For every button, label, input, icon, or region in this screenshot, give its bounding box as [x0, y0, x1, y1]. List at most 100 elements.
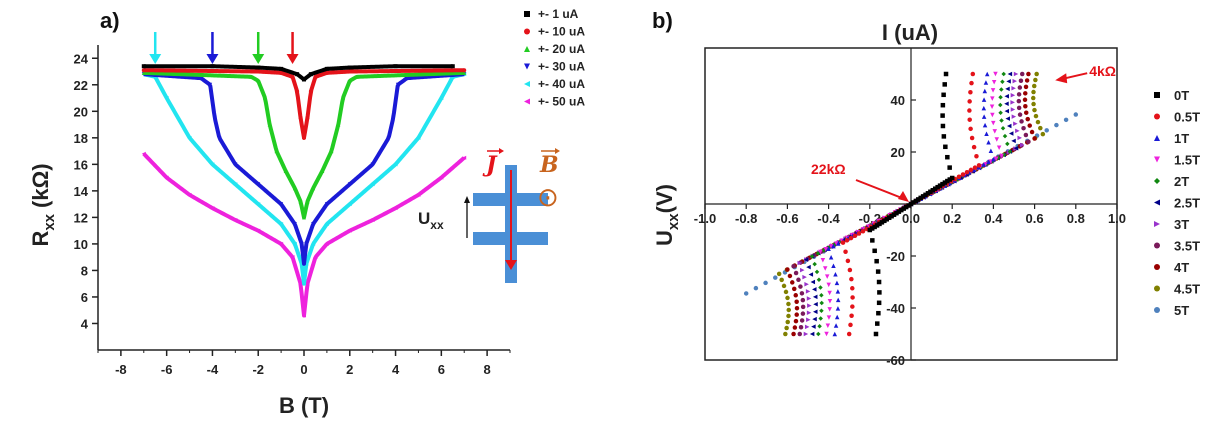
- data-point: [785, 267, 790, 272]
- data-point: [776, 271, 782, 277]
- data-point: [834, 314, 840, 320]
- data-point: [1022, 97, 1028, 103]
- data-point: [814, 269, 820, 275]
- x-tick-label: 2: [346, 362, 353, 377]
- data-point: [793, 270, 799, 276]
- data-point: [187, 192, 192, 197]
- legend-label: 0T: [1174, 88, 1189, 103]
- data-point: [1054, 122, 1059, 128]
- data-point: [827, 307, 832, 312]
- x-tick-label: -4: [207, 362, 219, 377]
- data-point: [799, 291, 805, 296]
- data-point: [981, 114, 987, 119]
- data-point: [298, 281, 303, 286]
- data-point: [199, 76, 203, 81]
- data-point: [875, 321, 880, 326]
- legend-label: +- 30 uA: [538, 60, 585, 74]
- legend-label: 1.5T: [1174, 153, 1200, 168]
- data-point: [311, 241, 316, 246]
- data-point: [804, 324, 810, 330]
- data-point: [763, 280, 768, 286]
- data-point: [279, 241, 284, 246]
- data-point: [164, 96, 169, 101]
- data-point: [141, 151, 146, 156]
- data-point: [305, 281, 310, 286]
- data-point: [305, 199, 310, 204]
- data-point: [848, 235, 854, 241]
- data-point: [233, 218, 238, 223]
- data-point: [799, 318, 805, 323]
- series-line: [143, 72, 465, 266]
- data-point: [416, 135, 421, 140]
- data-point: [1013, 71, 1019, 77]
- data-point: [928, 189, 933, 195]
- data-point: [996, 145, 1002, 151]
- data-point: [834, 241, 839, 246]
- data-point: [1007, 149, 1013, 154]
- legend-item: +- 20 uA: [524, 42, 585, 56]
- data-point: [256, 182, 261, 187]
- data-point: [1013, 146, 1019, 151]
- data-point: [1002, 133, 1008, 139]
- data-point: [906, 203, 911, 208]
- data-point: [923, 192, 928, 198]
- data-point: [347, 65, 352, 70]
- data-point: [994, 137, 1000, 142]
- y-tick-label: 10: [74, 237, 88, 252]
- data-point: [1010, 93, 1016, 98]
- y-tick-label: -20: [886, 249, 905, 264]
- data-point: [290, 74, 295, 79]
- series--1-ua: [141, 64, 455, 82]
- data-point: [835, 297, 841, 303]
- data-point: [210, 162, 215, 167]
- data-point: [993, 71, 998, 77]
- data-point: [320, 168, 325, 173]
- data-point: [826, 282, 831, 288]
- data-point: [141, 70, 146, 75]
- data-point: [994, 156, 999, 162]
- data-point: [990, 88, 996, 93]
- data-point: [911, 200, 916, 205]
- series--50-ua: [141, 151, 467, 318]
- data-point: [1035, 119, 1041, 125]
- data-point: [1005, 116, 1010, 121]
- y-tick-label: 40: [891, 93, 905, 108]
- legend-marker: [1154, 92, 1160, 98]
- data-point: [867, 227, 873, 233]
- x-tick-label: 0.6: [1026, 211, 1044, 226]
- data-point: [1021, 125, 1026, 131]
- data-point: [999, 118, 1004, 123]
- data-point: [813, 302, 818, 307]
- data-point: [940, 102, 946, 108]
- data-point: [984, 131, 989, 136]
- data-point: [793, 318, 799, 324]
- data-point: [1007, 71, 1013, 77]
- data-point: [1038, 125, 1043, 131]
- data-point: [820, 257, 826, 263]
- data-point: [860, 229, 866, 234]
- data-point: [279, 202, 284, 207]
- data-point: [831, 243, 836, 249]
- data-point: [945, 178, 950, 184]
- data-point: [313, 255, 318, 260]
- data-point: [347, 202, 352, 207]
- data-point: [849, 276, 854, 282]
- data-point: [920, 194, 926, 199]
- data-point: [249, 74, 254, 79]
- data-point: [1019, 142, 1025, 148]
- data-point: [292, 241, 297, 246]
- data-point: [908, 201, 914, 207]
- data-point: [843, 249, 848, 254]
- data-point: [810, 279, 816, 285]
- voltage-label: Uxx: [418, 209, 444, 232]
- data-point: [813, 309, 818, 314]
- data-point: [942, 180, 948, 185]
- data-point: [462, 155, 467, 160]
- legend-item: 2.5T: [1154, 196, 1200, 211]
- data-point: [802, 274, 807, 280]
- data-point: [818, 249, 823, 255]
- x-tick-label: 0.2: [943, 211, 961, 226]
- data-point: [831, 263, 836, 269]
- legend-marker: [1154, 199, 1160, 206]
- data-point: [850, 295, 855, 300]
